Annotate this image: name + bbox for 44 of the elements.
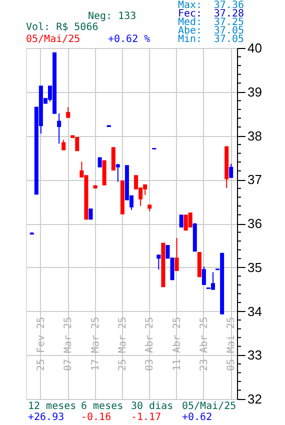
x-tick-label: 25 Mar 25 <box>117 316 128 371</box>
candlestick <box>179 214 184 228</box>
candlestick <box>174 237 179 271</box>
candlestick <box>66 106 70 118</box>
text: 37.05 <box>214 34 244 45</box>
x-tick-label: 17 Mar 25 <box>90 316 102 371</box>
y-tick-label: 38 <box>248 128 262 144</box>
y-tick-label: 39 <box>248 84 262 100</box>
y-tick-label: 33 <box>248 348 262 363</box>
x-tick-label: 11 Abr 25 <box>172 316 183 371</box>
text: 6 meses <box>81 401 124 412</box>
candlestick <box>57 112 62 144</box>
text: +0.62 <box>182 412 212 423</box>
text: -0.16 <box>81 412 112 423</box>
x-tick-label: 23 Abr 25 <box>198 316 210 371</box>
candlestick <box>116 163 120 182</box>
x-tick-label: 07 Mar 25 <box>63 316 74 371</box>
x-tick-label: 03 Abr 25 <box>144 316 156 371</box>
text: Min: <box>178 34 202 45</box>
candlestick <box>229 163 234 178</box>
text: 05/Mai/25 <box>182 401 236 412</box>
candlestick <box>111 147 116 170</box>
y-tick-label: 34 <box>248 304 262 319</box>
candlestick <box>188 212 192 228</box>
text: 05/Mai/25 <box>26 34 80 45</box>
x-tick-label: 05 Mai 25 <box>226 316 238 371</box>
y-tick-label: 36 <box>248 216 262 231</box>
y-tick-label: 32 <box>248 392 262 406</box>
text: 12 meses <box>28 401 76 412</box>
x-tick-label: 25 Fev 25 <box>36 316 47 371</box>
y-tick-label: 37 <box>248 172 262 188</box>
text: -1.17 <box>131 412 162 423</box>
y-tick-label: 35 <box>248 260 262 275</box>
y-tick-label: 40 <box>248 40 262 56</box>
text: Vol: R$ 5066 <box>26 22 98 33</box>
candlestick <box>156 254 161 270</box>
text: 30 dias <box>131 401 174 412</box>
text: +26.93 <box>28 412 64 423</box>
candlestick <box>98 157 102 168</box>
candlestick <box>62 139 66 150</box>
text: Neg: 133 <box>88 11 136 22</box>
candlestick <box>202 266 206 285</box>
text: +0.62 % <box>108 34 150 45</box>
candlestick <box>88 208 93 220</box>
